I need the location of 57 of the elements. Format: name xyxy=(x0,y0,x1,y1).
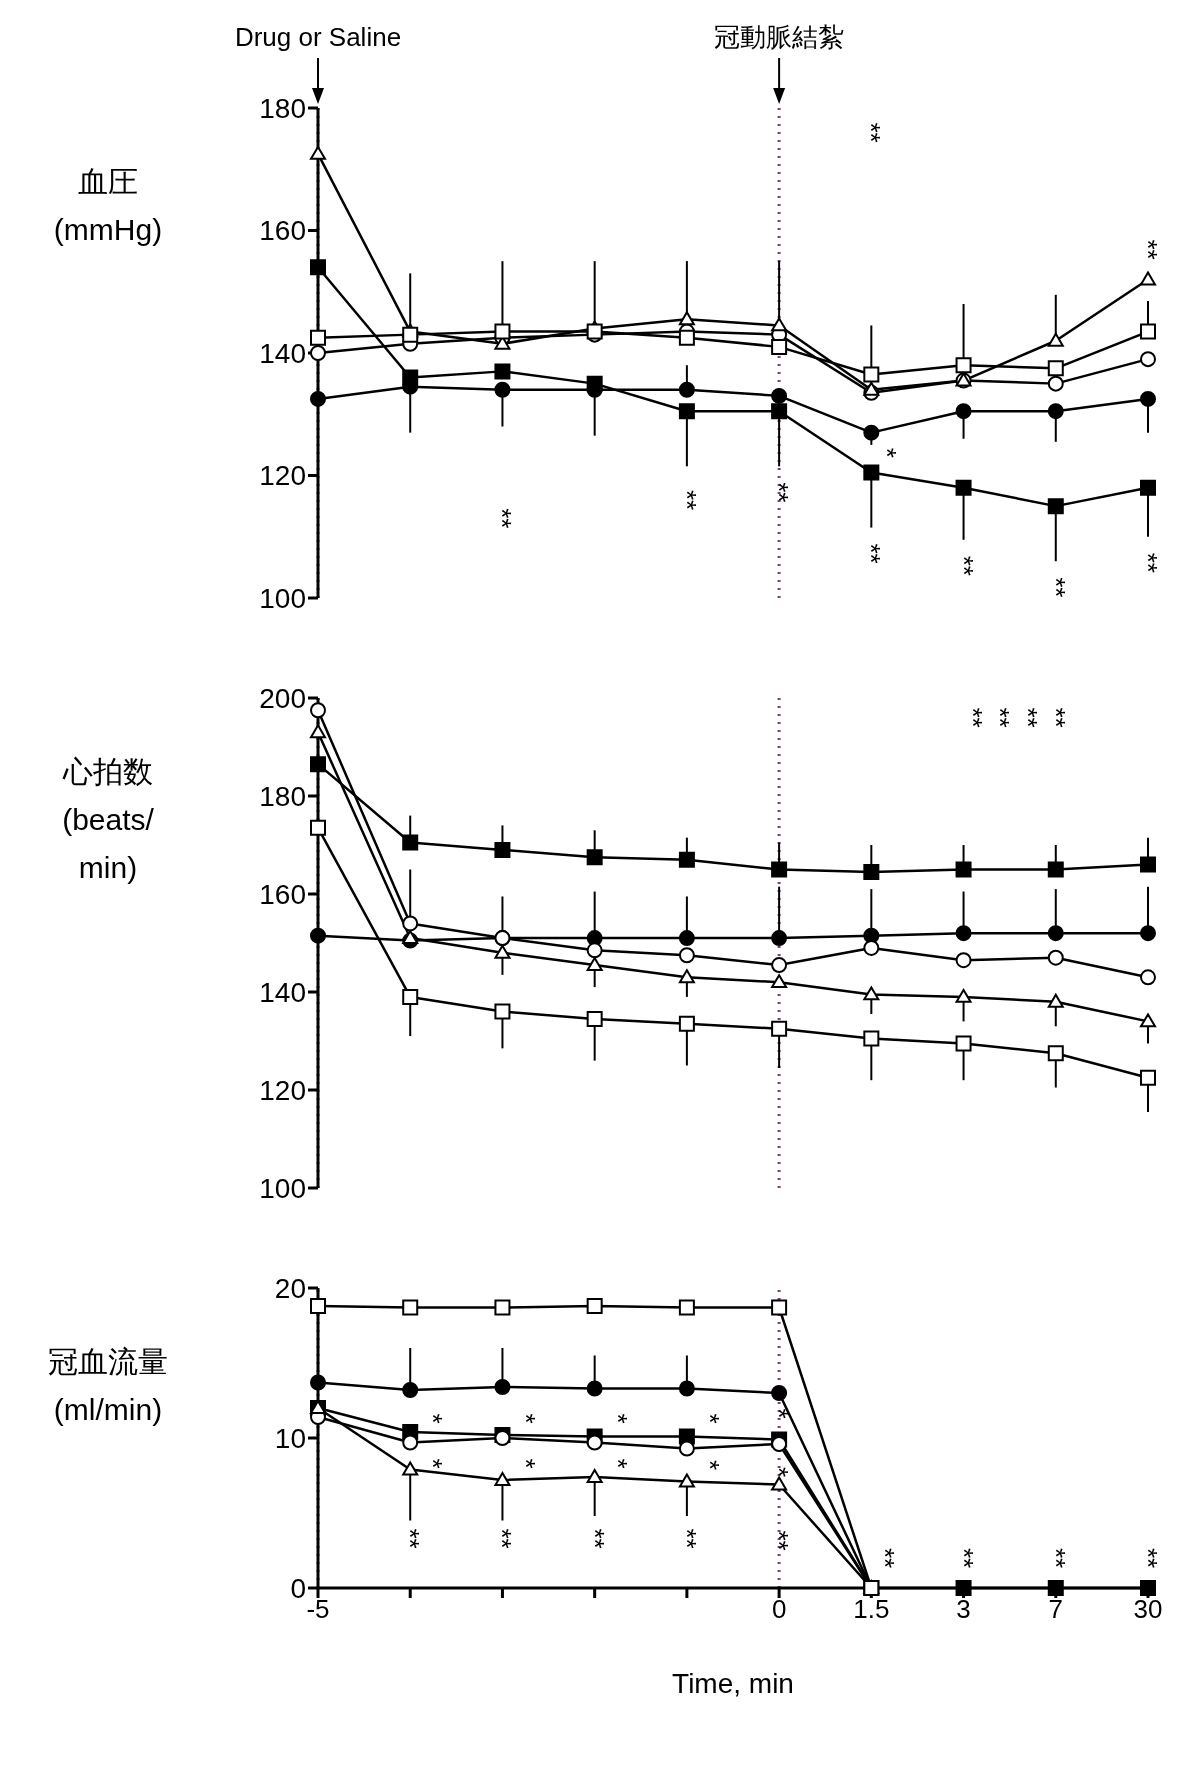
annotation: ** xyxy=(870,1547,901,1569)
annotation: * xyxy=(418,1458,449,1469)
annotation: * xyxy=(872,447,903,458)
annotation: ** xyxy=(1133,1547,1163,1569)
annotation: * xyxy=(602,1413,633,1424)
y-axis-title: 心拍数 (beats/ min) xyxy=(61,754,155,886)
annotation: ** xyxy=(1133,552,1163,573)
annotation: ** xyxy=(579,1528,610,1549)
y-tick-label: 180 xyxy=(259,780,306,812)
x-axis-title: Time, min xyxy=(672,1668,794,1699)
y-tick-label: 100 xyxy=(259,582,306,614)
annotation: ** xyxy=(985,707,1016,728)
x-tick-label: 3 xyxy=(956,1594,971,1625)
y-tick-label: 0 xyxy=(290,1572,306,1604)
annotation: ** xyxy=(671,1528,702,1549)
annotation: * xyxy=(694,1413,725,1424)
y-axis-title: 冠血流量 (ml/min) xyxy=(47,1344,169,1428)
ref-line-label: Drug or Saline xyxy=(234,22,402,52)
x-tick-label: 0 xyxy=(771,1594,787,1625)
annotation: * xyxy=(694,1459,725,1471)
y-axis-title: 血圧 (mmHg) xyxy=(52,164,164,248)
x-tick-label: 7 xyxy=(1048,1594,1064,1625)
y-tick-label: 140 xyxy=(259,337,306,369)
annotation: ** xyxy=(764,482,795,503)
annotation: ** xyxy=(1040,577,1071,598)
annotation: * xyxy=(510,1458,541,1469)
y-tick-label: 180 xyxy=(259,92,306,124)
y-tick-label: 140 xyxy=(259,976,306,1008)
y-tick-label: 20 xyxy=(274,1272,306,1304)
y-tick-label: 120 xyxy=(259,460,306,492)
annotation: ** xyxy=(1133,239,1163,260)
annotation: * xyxy=(764,1408,795,1419)
x-tick-label: -5 xyxy=(306,1594,330,1625)
annotation: ** xyxy=(395,1528,426,1549)
annotation: * xyxy=(418,1413,449,1424)
annotation: * xyxy=(764,1466,795,1478)
annotation: ** xyxy=(856,122,887,143)
y-tick-label: 200 xyxy=(259,682,306,714)
annotation: ** xyxy=(1040,1547,1071,1569)
y-tick-label: 160 xyxy=(259,878,306,910)
y-tick-label: 160 xyxy=(259,215,306,247)
annotation: * xyxy=(510,1413,541,1424)
y-tick-label: 120 xyxy=(259,1074,306,1106)
annotation: ** xyxy=(671,489,702,511)
annotation: * xyxy=(602,1458,633,1469)
ref-line-label: 冠動脈結紮 xyxy=(714,22,845,52)
x-tick-label: 1.5 xyxy=(853,1594,890,1625)
y-tick-label: 10 xyxy=(274,1422,306,1454)
annotation: ** xyxy=(487,508,518,529)
annotation: ** xyxy=(957,707,988,728)
annotation: ** xyxy=(948,1547,979,1569)
annotation: ** xyxy=(948,555,979,576)
annotation: ** xyxy=(764,1530,795,1551)
annotation: ** xyxy=(856,543,887,564)
annotation: ** xyxy=(487,1528,518,1549)
x-tick-label: 30 xyxy=(1133,1594,1163,1625)
y-tick-label: 100 xyxy=(259,1172,306,1204)
